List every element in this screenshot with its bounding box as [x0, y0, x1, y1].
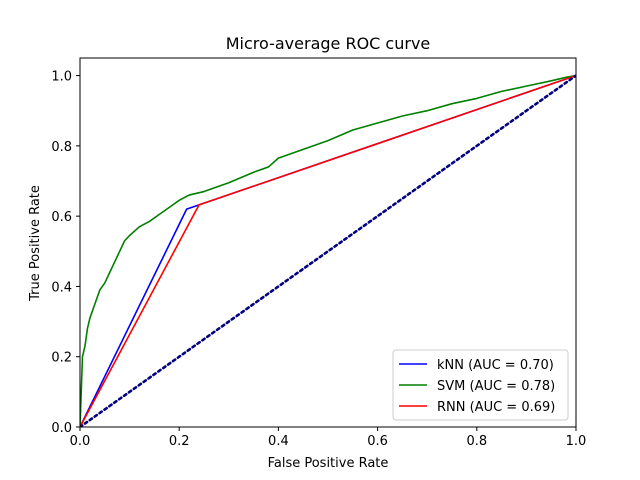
rnn-roc-line — [80, 74, 576, 427]
legend-box — [392, 349, 569, 421]
chance-roc-line — [80, 74, 576, 427]
x-tick-label: 0.4 — [268, 434, 289, 449]
y-tick-label: 0.2 — [51, 351, 72, 366]
y-tick-label: 0.4 — [51, 280, 72, 295]
legend: kNN (AUC = 0.70) SVM (AUC = 0.78) RNN (AUC… — [392, 349, 569, 421]
chart-title: Micro-average ROC curve — [226, 34, 431, 53]
x-tick-label: 0.6 — [367, 434, 388, 449]
plot-frame — [79, 57, 577, 428]
y-tick-label: 0.0 — [51, 421, 72, 436]
y-axis-label: True Positive Rate — [28, 185, 43, 302]
x-axis-label: False Positive Rate — [268, 456, 389, 471]
legend-label: kNN (AUC = 0.70) — [437, 358, 554, 373]
x-tick-label: 0.2 — [169, 434, 190, 449]
legend-label: RNN (AUC = 0.69) — [437, 400, 555, 415]
axes: 0.0 0.2 0.4 0.6 0.8 1.0 0.0 0.2 0.4 0.6 0.8 1.0 — [51, 57, 587, 449]
y-tick-label: 0.8 — [51, 140, 72, 155]
y-tick-label: 1.0 — [51, 70, 72, 85]
y-tick-label: 0.6 — [51, 210, 72, 225]
svm-roc-line — [80, 74, 576, 427]
x-tick-label: 0.8 — [466, 434, 487, 449]
x-tick-label: 1.0 — [566, 434, 587, 449]
legend-label: SVM (AUC = 0.78) — [437, 379, 555, 394]
series-lines — [80, 74, 576, 427]
x-tick-label: 0.0 — [70, 434, 91, 449]
